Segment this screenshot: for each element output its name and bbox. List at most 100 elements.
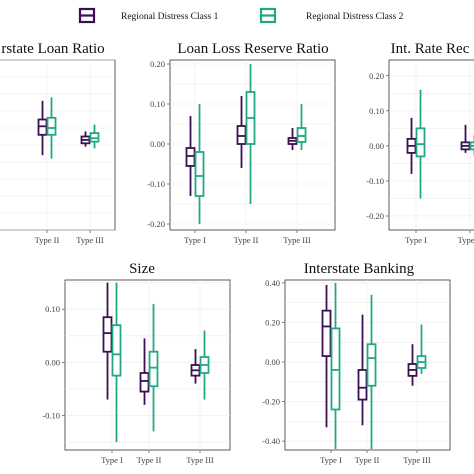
y-tick-label: -0.40 [262, 436, 280, 446]
x-ticks: Type I Type II Type III [184, 230, 311, 245]
box-1-type-i [102, 282, 113, 400]
box-iqr [296, 127, 307, 143]
x-ticks: Type I Type II [405, 230, 474, 245]
y-tick-label: 0.00 [265, 357, 280, 367]
panel-size: Size Type I Type II Type III 0.10 0.00 -0.10 [42, 261, 231, 465]
x-ticks: Type I Type II Type III [101, 450, 214, 465]
y-ticks: 0.20 0.10 0.00 -0.10 -0.20 [366, 71, 389, 221]
y-tick-label: -0.20 [262, 397, 280, 407]
panel-title: Interstate Banking [304, 261, 415, 277]
plot-area [169, 59, 336, 231]
y-tick-label: 0.00 [45, 357, 60, 367]
y-tick-label: 0.20 [265, 318, 280, 328]
box-iqr [194, 151, 205, 197]
box-2-type-i [415, 89, 426, 199]
y-ticks: 0.40 0.20 0.00 -0.20 -0.40 [262, 278, 285, 446]
y-tick-label: -0.20 [366, 211, 384, 221]
y-tick-label: 0.40 [265, 278, 280, 288]
box-1-type-iii [190, 349, 201, 384]
y-tick-label: -0.10 [147, 179, 165, 189]
panel-loan-loss-reserve-ratio: Loan Loss Reserve Ratio Type I Type II Typ… [147, 41, 336, 245]
box-2-type-ii [46, 97, 57, 159]
grid [0, 59, 115, 231]
box-2-type-iii [416, 324, 427, 374]
box-iqr [236, 125, 247, 145]
y-tick-label: -0.10 [366, 176, 384, 186]
box-2-type-i [330, 282, 341, 450]
box-2-type-i [111, 282, 122, 443]
box-1-type-ii [37, 100, 48, 156]
boxes [185, 64, 307, 224]
x-tick-label: Type I [184, 235, 206, 245]
box-iqr [321, 309, 332, 358]
box-1-type-ii [139, 338, 150, 405]
y-ticks: 0.20 0.10 0.00 -0.10 -0.20 [147, 59, 170, 229]
box-iqr [330, 327, 341, 411]
box-1-type-i [321, 284, 332, 428]
y-tick-label: -0.10 [42, 410, 60, 420]
y-tick-label: -0.20 [147, 219, 165, 229]
box-2-type-ii [366, 294, 377, 450]
x-ticks: Type II Type III [35, 230, 104, 245]
box-1-type-iii [287, 128, 298, 150]
box-1-type-iii [80, 131, 91, 147]
y-tick-label: 0.10 [369, 106, 384, 116]
y-tick-label: 0.10 [150, 99, 165, 109]
x-tick-label: Type III [283, 235, 311, 245]
box-iqr [415, 127, 426, 158]
box-iqr [46, 116, 57, 136]
box-iqr [102, 316, 113, 353]
legend: Regional Distress Class 1 Regional Distr… [78, 7, 404, 24]
x-tick-label: Type III [76, 235, 104, 245]
box-1-type-ii [357, 314, 368, 426]
plot-area [388, 59, 474, 231]
boxes [102, 282, 210, 443]
boxes [406, 89, 474, 199]
x-tick-label: Type II [458, 235, 474, 245]
box-2-type-i [194, 104, 205, 224]
x-tick-label: Type III [186, 455, 214, 465]
x-ticks: Type I Type II Type III [320, 450, 431, 465]
panel-title: rstate Loan Ratio [1, 41, 104, 57]
legend-label-class-1: Regional Distress Class 1 [121, 12, 219, 22]
x-tick-label: Type II [234, 235, 259, 245]
box-2-type-ii [148, 303, 159, 432]
box-1-type-i [406, 117, 417, 174]
boxes [37, 97, 100, 159]
box-1-type-ii [236, 96, 247, 168]
y-tick-label: 0.00 [369, 141, 384, 151]
panel-interest-rate-risk: Int. Rate Rec Type I Type II 0.20 0.10 0.00… [366, 41, 474, 245]
y-tick-label: 0.10 [45, 304, 60, 314]
box-2-type-iii [199, 330, 210, 400]
x-tick-label: Type II [137, 455, 162, 465]
x-tick-label: Type II [355, 455, 380, 465]
y-ticks: 0.10 0.00 -0.10 [42, 304, 65, 420]
legend-entry-class-1: Regional Distress Class 1 [78, 7, 219, 24]
box-iqr [148, 350, 159, 388]
x-tick-label: Type III [403, 455, 431, 465]
panel-interstate-loan-ratio: rstate Loan Ratio Type II Type III [0, 41, 116, 245]
box-iqr [139, 372, 150, 393]
box-iqr [111, 324, 122, 377]
x-tick-label: Type I [320, 455, 342, 465]
box-iqr [357, 369, 368, 401]
boxes [321, 282, 427, 450]
box-iqr [185, 147, 196, 167]
panel-title: Int. Rate Rec [391, 41, 470, 57]
y-tick-label: 0.20 [369, 71, 384, 81]
x-tick-label: Type I [405, 235, 427, 245]
legend-entry-class-2: Regional Distress Class 2 [259, 7, 404, 24]
panel-interstate-banking: Interstate Banking Type I Type II Type III… [262, 261, 451, 465]
panel-title: Size [129, 261, 155, 277]
x-tick-label: Type I [101, 455, 123, 465]
box-2-type-ii [469, 135, 474, 157]
panel-title: Loan Loss Reserve Ratio [177, 41, 328, 57]
x-tick-label: Type II [35, 235, 60, 245]
legend-label-class-2: Regional Distress Class 2 [306, 12, 404, 22]
box-2-type-iii [89, 124, 100, 149]
box-2-type-iii [296, 104, 307, 150]
y-tick-label: 0.20 [150, 59, 165, 69]
box-2-type-ii [245, 64, 256, 204]
box-1-type-ii [460, 124, 471, 153]
